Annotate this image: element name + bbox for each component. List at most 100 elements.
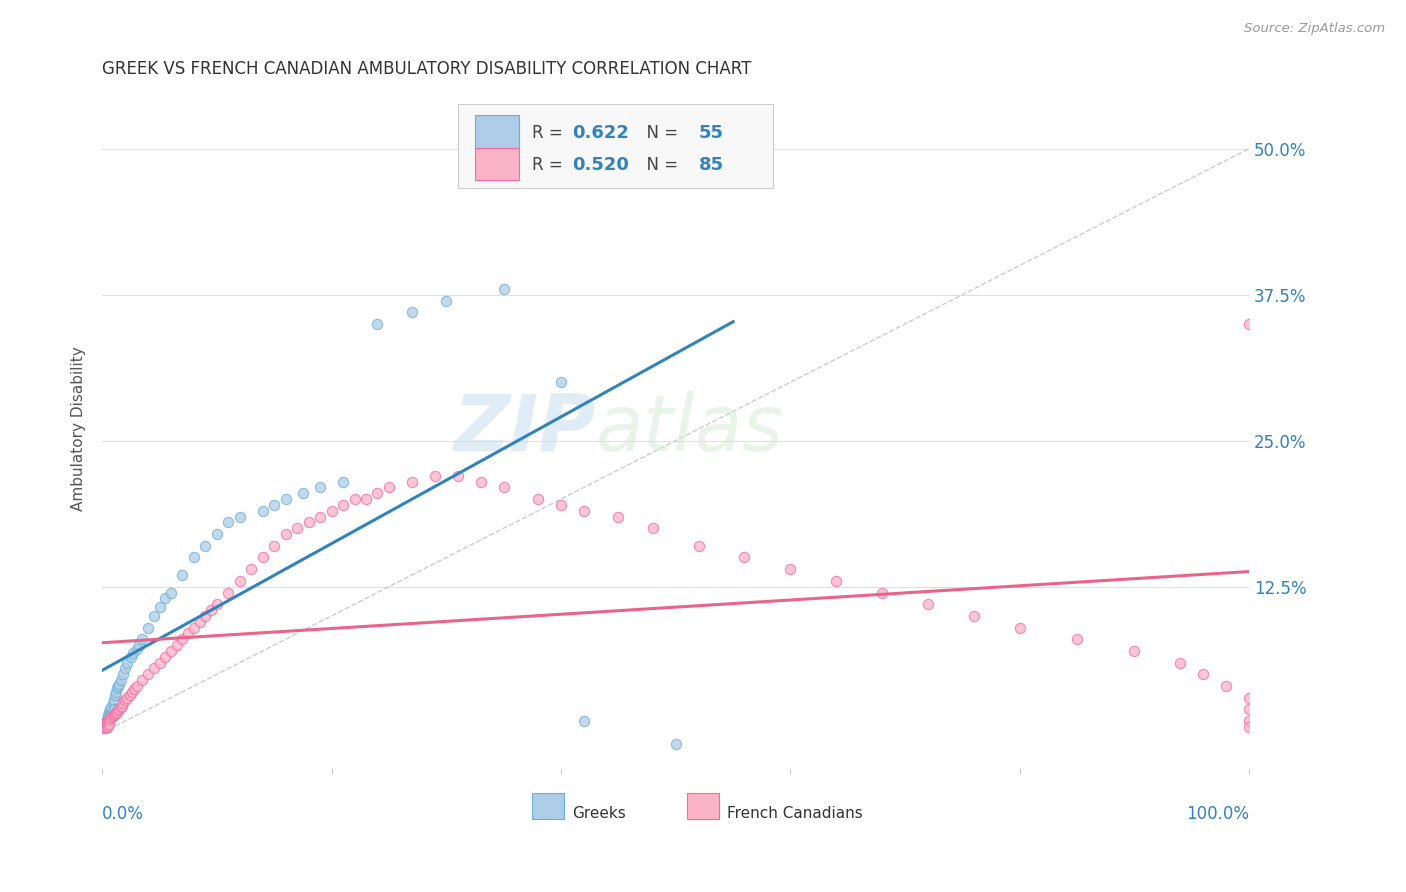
Point: [423, 468, 446, 483]
Point: [100, 710, 122, 724]
Point: [217, 585, 239, 599]
Point: [172, 632, 194, 647]
Point: [205, 597, 228, 611]
Text: 100.0%: 100.0%: [1187, 805, 1249, 823]
Point: [217, 516, 239, 530]
Point: [527, 491, 550, 506]
Point: [110, 700, 132, 714]
Point: [332, 498, 354, 512]
Point: [93, 716, 115, 731]
Point: [121, 685, 143, 699]
Point: [401, 305, 423, 319]
Point: [98, 717, 121, 731]
Point: [205, 527, 228, 541]
Point: [97, 719, 120, 733]
Point: [194, 539, 217, 553]
Point: [1237, 317, 1260, 331]
Point: [1008, 621, 1031, 635]
Point: [118, 688, 141, 702]
Point: [104, 706, 127, 721]
Point: [100, 700, 122, 714]
Text: atlas: atlas: [595, 391, 783, 467]
Point: [103, 693, 125, 707]
Point: [148, 656, 170, 670]
Point: [1123, 644, 1146, 658]
Point: [96, 720, 118, 734]
Point: [108, 702, 131, 716]
Point: [94, 719, 117, 733]
Point: [125, 679, 148, 693]
Point: [1170, 656, 1192, 670]
Point: [97, 708, 120, 723]
Point: [366, 486, 388, 500]
Point: [111, 698, 134, 713]
Point: [111, 697, 134, 711]
Point: [110, 673, 132, 687]
Point: [734, 550, 756, 565]
Point: [94, 721, 117, 735]
Point: [114, 661, 136, 675]
Point: [125, 641, 148, 656]
Text: 55: 55: [699, 124, 724, 142]
Point: [114, 693, 136, 707]
Text: R =: R =: [533, 156, 568, 175]
Point: [378, 480, 401, 494]
Point: [447, 468, 470, 483]
Text: R =: R =: [533, 124, 568, 142]
Point: [124, 682, 146, 697]
Point: [131, 632, 153, 647]
Point: [1237, 714, 1260, 728]
Point: [98, 705, 121, 719]
Point: [94, 714, 117, 728]
Point: [93, 720, 115, 734]
Point: [98, 712, 121, 726]
Point: [98, 708, 121, 723]
Point: [434, 293, 457, 308]
Point: [155, 649, 177, 664]
FancyBboxPatch shape: [458, 103, 773, 188]
Point: [136, 667, 159, 681]
Point: [263, 539, 285, 553]
Point: [229, 509, 252, 524]
Point: [128, 638, 150, 652]
Point: [688, 539, 710, 553]
Text: GREEK VS FRENCH CANADIAN AMBULATORY DISABILITY CORRELATION CHART: GREEK VS FRENCH CANADIAN AMBULATORY DISA…: [103, 60, 752, 78]
Point: [401, 475, 423, 489]
Point: [200, 603, 222, 617]
Point: [779, 562, 801, 576]
Point: [252, 550, 274, 565]
Point: [93, 721, 115, 735]
Point: [96, 712, 118, 726]
Point: [252, 504, 274, 518]
Point: [105, 705, 128, 719]
Point: [94, 716, 117, 731]
Point: [97, 714, 120, 728]
Point: [117, 690, 139, 705]
Text: French Canadians: French Canadians: [727, 805, 863, 821]
Text: ZIP: ZIP: [453, 391, 595, 467]
Point: [101, 709, 124, 723]
Point: [98, 713, 121, 727]
Point: [1237, 720, 1260, 734]
Point: [240, 562, 263, 576]
Point: [343, 491, 366, 506]
Point: [104, 685, 127, 699]
Point: [229, 574, 252, 588]
Text: N =: N =: [636, 124, 683, 142]
Point: [870, 585, 893, 599]
Bar: [475, 115, 519, 148]
Point: [291, 486, 314, 500]
Text: Greeks: Greeks: [572, 805, 626, 821]
Point: [107, 703, 129, 717]
Point: [177, 626, 200, 640]
Point: [103, 708, 125, 723]
Point: [321, 504, 343, 518]
Point: [572, 714, 595, 728]
Text: N =: N =: [636, 156, 683, 175]
Point: [194, 608, 217, 623]
Point: [963, 608, 986, 623]
Bar: [688, 793, 720, 819]
Point: [183, 550, 205, 565]
Point: [1237, 690, 1260, 705]
Point: [332, 475, 354, 489]
